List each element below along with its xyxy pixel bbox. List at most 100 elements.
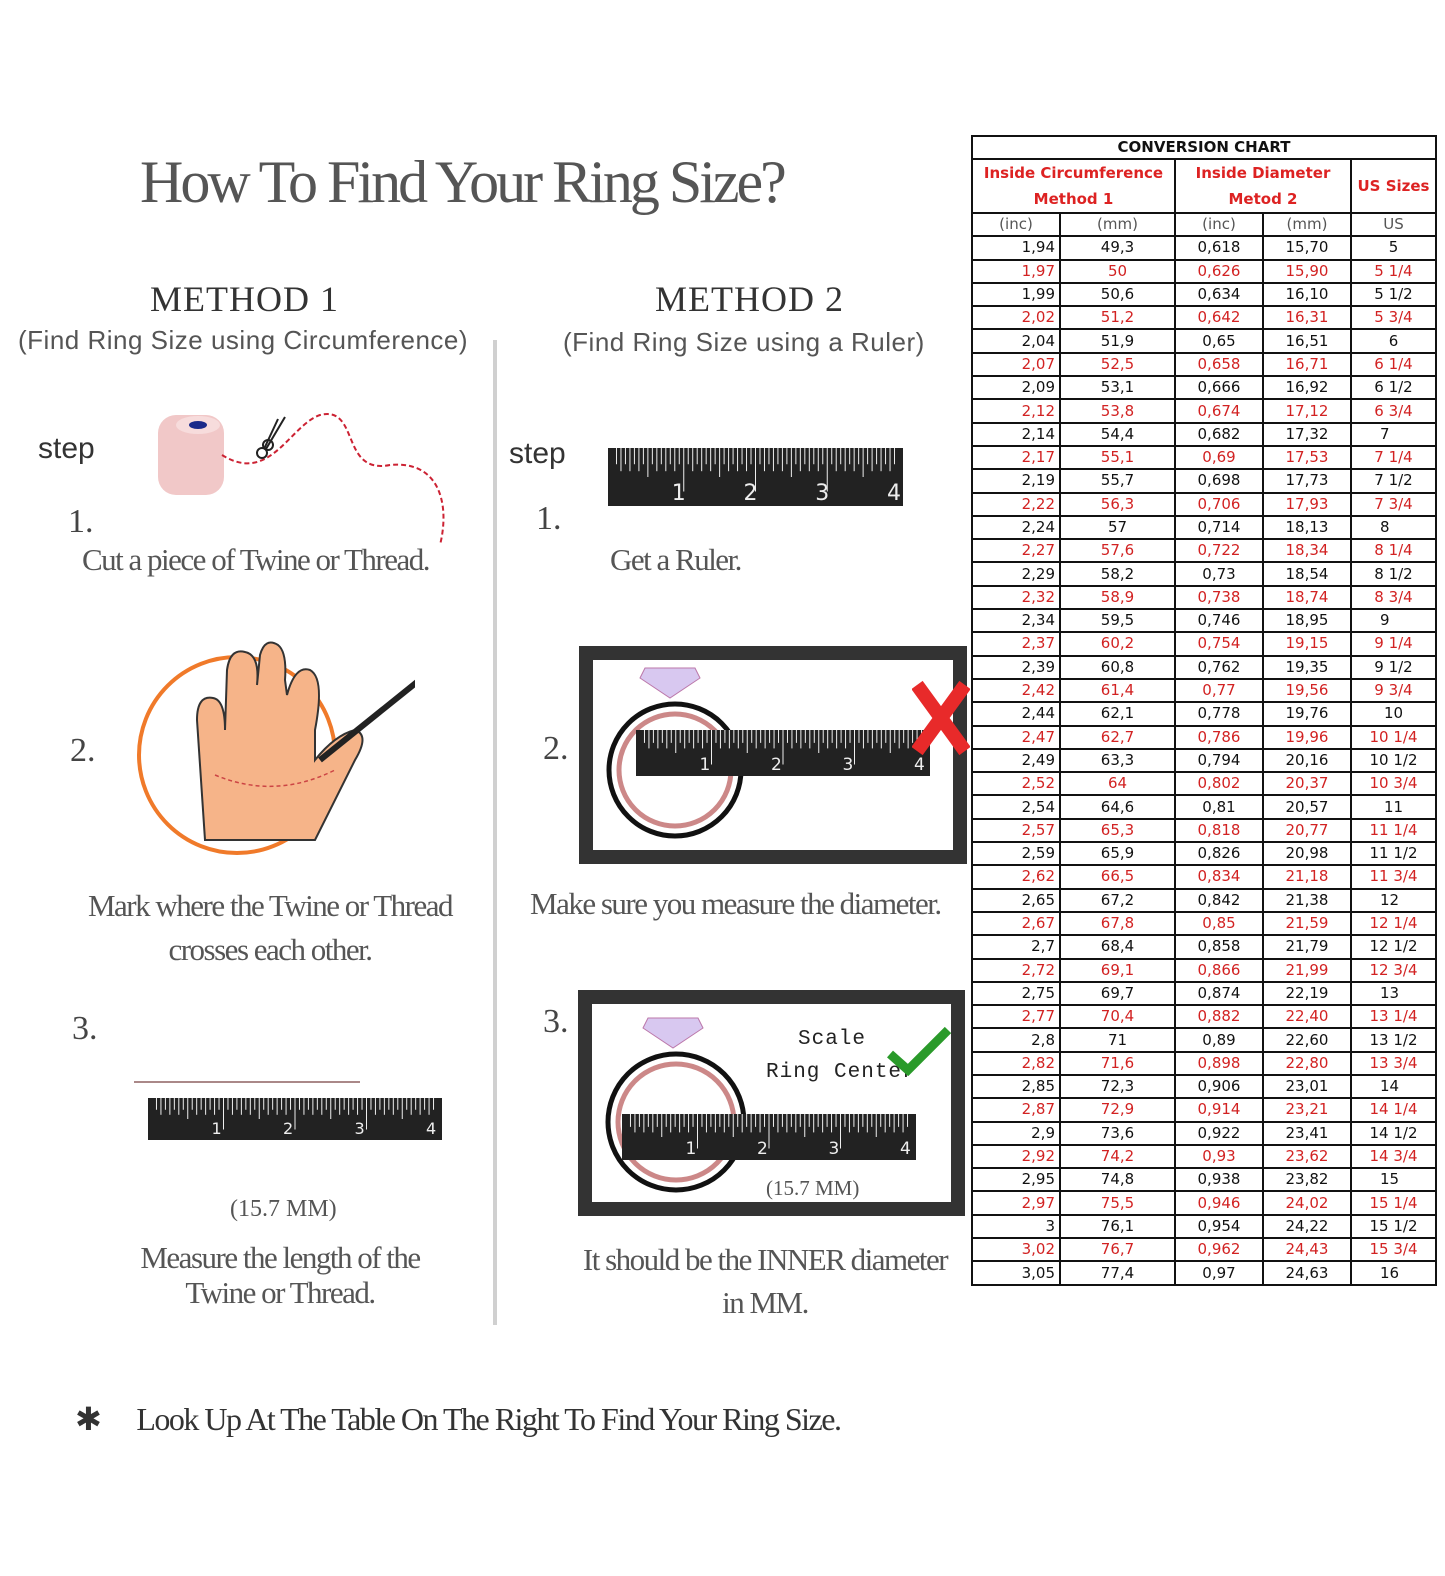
circ-mm-cell: 75,5 bbox=[1059, 1190, 1176, 1216]
ruler-label: 1 bbox=[686, 1139, 697, 1159]
us-size-cell: 6 bbox=[1350, 328, 1437, 354]
diam-inch-cell: 0,73 bbox=[1174, 561, 1264, 587]
table-row: 1,99 50,6 0,634 16,10 5 1/2 bbox=[971, 281, 1437, 308]
table-row: 2,34 59,5 0,746 18,95 9 bbox=[971, 608, 1437, 634]
ruler-label: 2 bbox=[283, 1119, 293, 1138]
circ-mm-cell: 54,4 bbox=[1059, 421, 1176, 447]
ruler-label: 1 bbox=[212, 1119, 222, 1138]
unit-header: (mm) bbox=[1262, 211, 1352, 238]
ruler-method2-step2: 1 2 3 4 bbox=[636, 730, 930, 776]
diam-mm-cell: 24,43 bbox=[1262, 1237, 1352, 1263]
table-row: 3 76,1 0,954 24,22 15 1/2 bbox=[971, 1213, 1437, 1240]
conversion-chart: CONVERSION CHART Inside Circumference Met… bbox=[971, 135, 1437, 1286]
circ-mm-cell: 71 bbox=[1059, 1027, 1176, 1053]
ring-center-label: Ring Center bbox=[766, 1061, 916, 1084]
us-size-cell: 7 3/4 bbox=[1350, 491, 1437, 517]
circ-mm-cell: 68,4 bbox=[1059, 934, 1176, 960]
diam-inch-cell: 0,834 bbox=[1174, 864, 1264, 890]
ruler-label: 2 bbox=[771, 755, 782, 775]
measured-thread bbox=[134, 1081, 360, 1083]
us-size-cell: 10 1/4 bbox=[1350, 724, 1437, 750]
diam-inch-cell: 0,842 bbox=[1174, 887, 1264, 913]
us-size-cell: 14 3/4 bbox=[1350, 1143, 1437, 1170]
circ-inch-cell: 2,49 bbox=[971, 747, 1061, 774]
circ-inch-cell: 2,32 bbox=[971, 584, 1061, 611]
header-circ-line2: Method 1 bbox=[1033, 190, 1114, 208]
diam-mm-cell: 19,56 bbox=[1262, 677, 1352, 704]
unit-header: (inc) bbox=[1174, 211, 1264, 238]
circ-inch-cell: 1,94 bbox=[971, 235, 1061, 261]
diam-inch-cell: 0,618 bbox=[1174, 235, 1264, 261]
circ-mm-cell: 50,6 bbox=[1059, 281, 1176, 308]
diam-inch-cell: 0,89 bbox=[1174, 1027, 1264, 1053]
method1-subtitle: (Find Ring Size using Circumference) bbox=[18, 325, 469, 355]
us-size-cell: 8 bbox=[1350, 514, 1437, 541]
us-size-cell: 16 bbox=[1350, 1260, 1437, 1286]
table-row: 2,22 56,3 0,706 17,93 7 3/4 bbox=[971, 491, 1437, 517]
us-size-cell: 7 1/4 bbox=[1350, 444, 1437, 471]
us-size-cell: 9 1/2 bbox=[1350, 654, 1437, 680]
diam-mm-cell: 24,63 bbox=[1262, 1260, 1352, 1286]
circ-mm-cell: 51,9 bbox=[1059, 328, 1176, 354]
method2-step2-number: 2. bbox=[543, 730, 569, 767]
diam-inch-cell: 0,658 bbox=[1174, 351, 1264, 378]
diam-inch-cell: 0,778 bbox=[1174, 701, 1264, 727]
table-row: 2,75 69,7 0,874 22,19 13 bbox=[971, 980, 1437, 1007]
diam-mm-cell: 17,53 bbox=[1262, 444, 1352, 471]
diam-mm-cell: 18,34 bbox=[1262, 538, 1352, 564]
circ-mm-cell: 76,1 bbox=[1059, 1213, 1176, 1240]
diam-mm-cell: 15,90 bbox=[1262, 258, 1352, 284]
circ-mm-cell: 65,3 bbox=[1059, 817, 1176, 844]
circ-mm-cell: 69,1 bbox=[1059, 957, 1176, 983]
circ-mm-cell: 65,9 bbox=[1059, 841, 1176, 867]
us-size-cell: 13 1/2 bbox=[1350, 1027, 1437, 1053]
diam-inch-cell: 0,954 bbox=[1174, 1213, 1264, 1240]
circ-inch-cell: 2,22 bbox=[971, 491, 1061, 517]
table-row: 2,87 72,9 0,914 23,21 14 1/4 bbox=[971, 1097, 1437, 1123]
diam-inch-cell: 0,722 bbox=[1174, 538, 1264, 564]
circ-inch-cell: 2,87 bbox=[971, 1097, 1061, 1123]
diam-mm-cell: 17,12 bbox=[1262, 398, 1352, 424]
method2-step3-measurement: (15.7 MM) bbox=[766, 1176, 860, 1200]
circ-inch-cell: 2,77 bbox=[971, 1004, 1061, 1030]
diam-inch-cell: 0,682 bbox=[1174, 421, 1264, 447]
diam-inch-cell: 0,642 bbox=[1174, 305, 1264, 331]
ruler-method2-step1: 1 2 3 4 bbox=[608, 448, 903, 506]
circ-mm-cell: 53,8 bbox=[1059, 398, 1176, 424]
circ-inch-cell: 1,97 bbox=[971, 258, 1061, 284]
us-size-cell: 10 bbox=[1350, 701, 1437, 727]
circ-mm-cell: 73,6 bbox=[1059, 1120, 1176, 1146]
method1-step3-caption-line1: Measure the length of the bbox=[140, 1240, 421, 1275]
diam-mm-cell: 24,02 bbox=[1262, 1190, 1352, 1216]
circ-mm-cell: 63,3 bbox=[1059, 747, 1176, 774]
diam-inch-cell: 0,826 bbox=[1174, 841, 1264, 867]
diam-mm-cell: 16,10 bbox=[1262, 281, 1352, 308]
diam-inch-cell: 0,85 bbox=[1174, 910, 1264, 937]
us-size-cell: 11 bbox=[1350, 794, 1437, 820]
circ-inch-cell: 2,02 bbox=[971, 305, 1061, 331]
diam-inch-cell: 0,93 bbox=[1174, 1143, 1264, 1170]
table-row: 2,42 61,4 0,77 19,56 9 3/4 bbox=[971, 677, 1437, 704]
circ-inch-cell: 2,7 bbox=[971, 934, 1061, 960]
method2-step3-caption-line2: in MM. bbox=[722, 1285, 809, 1320]
table-row: 2,95 74,8 0,938 23,82 15 bbox=[971, 1167, 1437, 1193]
ruler-label: 4 bbox=[914, 755, 925, 775]
circ-mm-cell: 52,5 bbox=[1059, 351, 1176, 378]
ruler-ticks: 1 2 3 4 bbox=[643, 730, 925, 775]
us-size-cell: 9 1/4 bbox=[1350, 631, 1437, 657]
header-inside-circumference: Inside Circumference Method 1 bbox=[971, 158, 1176, 214]
circ-mm-cell: 55,1 bbox=[1059, 444, 1176, 471]
diam-inch-cell: 0,77 bbox=[1174, 677, 1264, 704]
circ-mm-cell: 72,3 bbox=[1059, 1073, 1176, 1100]
diam-inch-cell: 0,786 bbox=[1174, 724, 1264, 750]
circ-mm-cell: 69,7 bbox=[1059, 980, 1176, 1007]
thread-spool-scissors-illustration bbox=[158, 413, 445, 546]
header-us-sizes: US Sizes bbox=[1350, 158, 1437, 214]
table-row: 2,07 52,5 0,658 16,71 6 1/4 bbox=[971, 351, 1437, 378]
us-size-cell: 12 1/4 bbox=[1350, 910, 1437, 937]
circ-mm-cell: 74,8 bbox=[1059, 1167, 1176, 1193]
ruler-ticks: 1 2 3 4 bbox=[629, 1114, 911, 1159]
circ-mm-cell: 50 bbox=[1059, 258, 1176, 284]
diam-mm-cell: 19,15 bbox=[1262, 631, 1352, 657]
diam-mm-cell: 22,60 bbox=[1262, 1027, 1352, 1053]
